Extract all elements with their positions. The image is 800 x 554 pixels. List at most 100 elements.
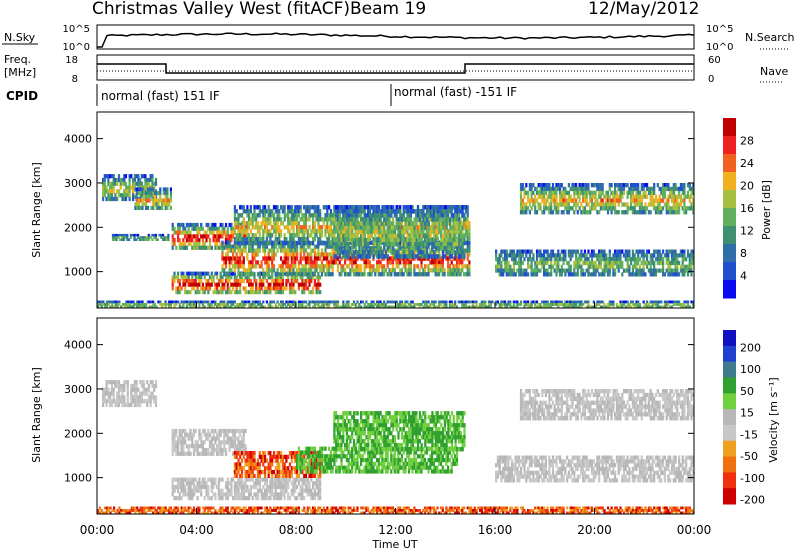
echo-cell [424, 254, 427, 259]
echo-cell [550, 194, 553, 199]
echo-cell [550, 202, 553, 207]
echo-cell [214, 286, 217, 291]
echo-cell [123, 193, 126, 198]
echo-cell [251, 237, 254, 242]
echo-cell [180, 286, 183, 291]
echo-cell [242, 272, 245, 277]
echo-cell [612, 257, 615, 262]
echo-cell [102, 185, 105, 190]
echo-cell [107, 196, 110, 202]
echo-cell [173, 241, 176, 247]
echo-cell [312, 264, 315, 269]
echo-cell [514, 253, 517, 258]
echo-cell [363, 237, 366, 243]
echo-cell [372, 264, 375, 269]
echo-cell [276, 209, 279, 214]
echo-cell [169, 303, 172, 306]
echo-cell [210, 279, 213, 284]
echo-cell [292, 260, 295, 265]
echo-cell [297, 305, 300, 309]
echo-cell [386, 242, 389, 247]
echo-cell [226, 305, 229, 309]
echo-cell [329, 209, 332, 214]
echo-cell [564, 268, 567, 273]
echo-cell [185, 303, 188, 306]
echo-cell [304, 282, 308, 287]
echo-cell [276, 275, 279, 280]
echo-cell [212, 226, 215, 231]
echo-cell [102, 300, 105, 304]
echo-cell [400, 272, 403, 277]
echo-cell [214, 300, 217, 304]
echo-cell [137, 303, 141, 306]
echo-cell [256, 272, 260, 277]
echo-cell [640, 183, 643, 188]
echo-cell [535, 198, 539, 203]
echo-cell [242, 229, 245, 234]
echo-cell [456, 221, 459, 226]
echo-cell [336, 233, 340, 239]
echo-cell [102, 177, 105, 183]
echo-cell [363, 254, 366, 259]
echo-cell [662, 264, 665, 269]
echo-cell [628, 257, 631, 262]
echo-cell [381, 254, 384, 259]
echo-cell [424, 217, 427, 222]
echo-cell [429, 241, 432, 246]
echo-cell [329, 233, 332, 238]
echo-cell [393, 242, 397, 247]
echo-cell [630, 186, 633, 192]
echo-cell [603, 268, 606, 273]
echo-cell [256, 244, 260, 249]
echo-cell [313, 300, 316, 304]
echo-cell [281, 275, 284, 280]
echo-cell [519, 210, 523, 215]
echo-cell [219, 222, 222, 228]
echo-cell [216, 305, 219, 309]
echo-cell [646, 260, 649, 266]
echo-cell [338, 225, 341, 231]
echo-cell [230, 282, 233, 287]
echo-cell [107, 193, 110, 198]
echo-cell [555, 272, 558, 277]
echo-cell [573, 194, 576, 199]
echo-cell [139, 198, 142, 203]
echo-cell [269, 268, 272, 273]
echo-cell [336, 241, 340, 246]
echo-cell [436, 260, 439, 265]
echo-cell [457, 264, 460, 269]
echo-cell [319, 217, 322, 222]
echo-cell [358, 209, 361, 214]
echo-cell [681, 249, 684, 254]
echo-cell [560, 194, 563, 199]
echo-cell [635, 264, 638, 269]
echo-cell [459, 254, 462, 259]
echo-cell [276, 300, 279, 304]
echo-cell [576, 190, 579, 195]
echo-cell [539, 260, 542, 266]
echo-cell [646, 264, 649, 269]
echo-cell [315, 217, 318, 222]
echo-cell [578, 194, 581, 199]
echo-cell [679, 198, 682, 203]
echo-cell [249, 248, 252, 253]
echo-cell [219, 303, 222, 306]
echo-cell [264, 256, 267, 261]
echo-cell [228, 256, 231, 261]
echo-cell [665, 210, 668, 215]
echo-cell [173, 230, 176, 235]
echo-cell [374, 225, 377, 231]
echo-cell [674, 202, 677, 207]
echo-cell [258, 275, 261, 280]
echo-cell [255, 305, 258, 309]
echo-cell [573, 268, 576, 273]
echo-cell [294, 205, 297, 210]
echo-cell [137, 191, 141, 196]
echo-cell [368, 303, 371, 306]
echo-cell [585, 257, 588, 262]
echo-cell [466, 272, 469, 277]
echo-cell [383, 264, 386, 269]
echo-cell [304, 300, 308, 304]
echo-cell [265, 241, 268, 246]
echo-cell [674, 183, 677, 188]
